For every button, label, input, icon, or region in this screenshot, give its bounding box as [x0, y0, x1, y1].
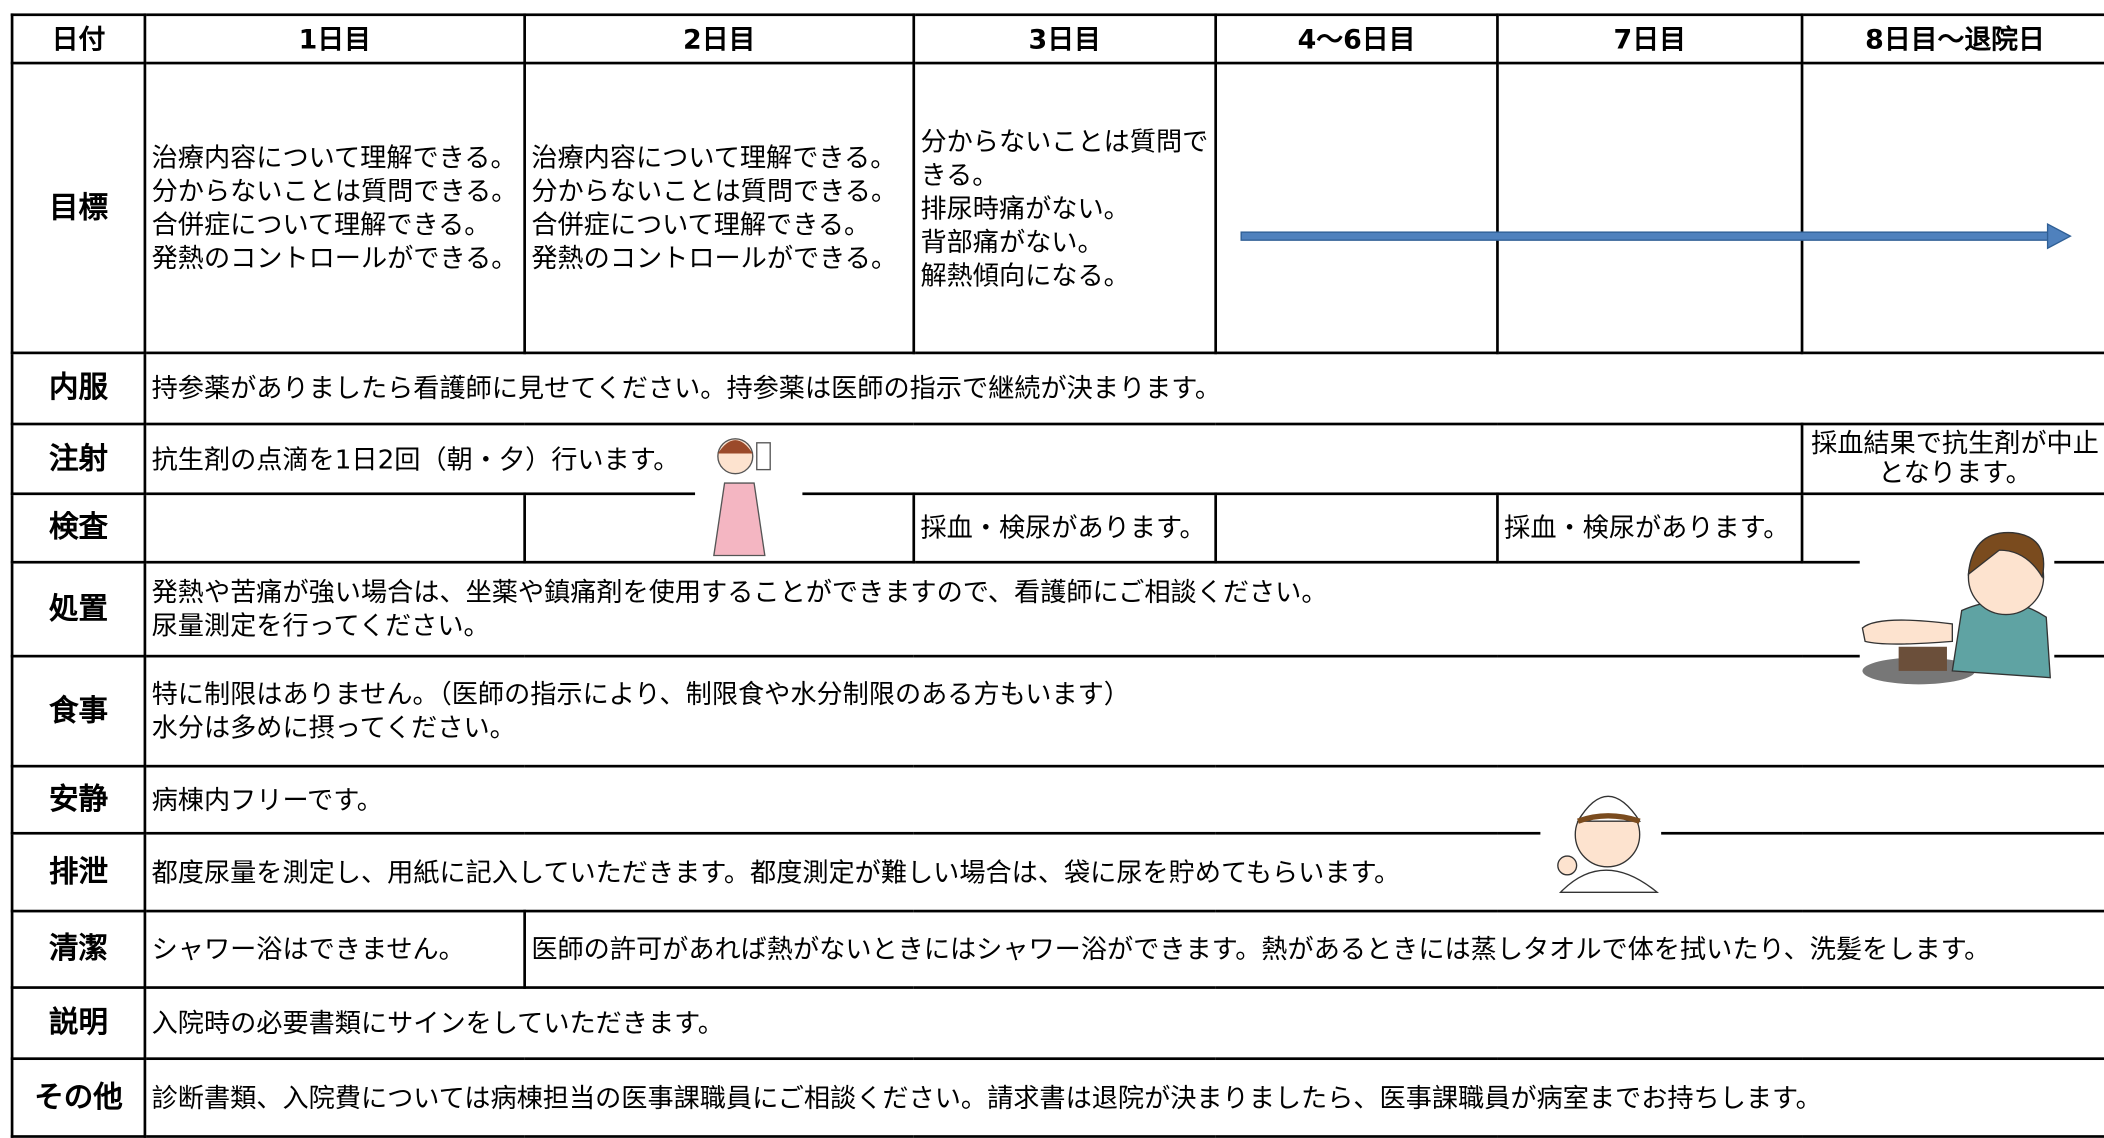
clinical-pathway-table: 日付 1日目 2日目 3日目 4〜6日目 7日目 8日目〜退院日 目標 治療内容… [10, 13, 2104, 1138]
line: 発熱のコントロールができる。 [531, 242, 898, 274]
cell: 抗生剤の点滴を1日2回（朝・夕）行います。 [143, 422, 1804, 496]
cell: 特に制限はありません。（医師の指示により、制限食や水分制限のある方もいます） 水分… [143, 654, 2104, 768]
line: 水分は多めに摂ってください。 [151, 712, 516, 744]
row-label: その他 [10, 1057, 147, 1138]
header-cell: 2日目 [523, 13, 916, 65]
row-label: 検査 [10, 492, 147, 564]
cell: 診断書類、入院費については病棟担当の医事課職員にご相談ください。請求書は退院が決… [143, 1057, 2104, 1138]
cell [1214, 492, 1499, 564]
row: 説明 入院時の必要書類にサインをしていただきます。 [10, 986, 2104, 1061]
line: 発熱や苦痛が強い場合は、坐薬や鎮痛剤を使用することができますので、看護師にご相談… [151, 576, 1328, 608]
row: 食事 特に制限はありません。（医師の指示により、制限食や水分制限のある方もいます… [10, 654, 2104, 768]
line: 治療内容について理解できる。 [151, 142, 517, 174]
cell [143, 492, 526, 564]
line: 排尿時痛がない。 [920, 192, 1130, 224]
cell: 分からないことは質問できる。 排尿時痛がない。 背部痛がない。 解熱傾向になる。 [912, 61, 1218, 355]
row-label: 内服 [10, 351, 147, 426]
row: 内服 持参薬がありましたら看護師に見せてください。持参薬は医師の指示で継続が決ま… [10, 351, 2104, 426]
line: 尿量測定を行ってください。 [151, 610, 490, 642]
row: 安静 病棟内フリーです。 [10, 764, 2104, 835]
cell: 治療内容について理解できる。 分からないことは質問できる。 合併症について理解できる… [143, 61, 526, 355]
cell [1496, 61, 1804, 355]
patient-illustration [1859, 523, 2055, 688]
row-label: 排泄 [10, 831, 147, 913]
row: 目標 治療内容について理解できる。 分からないことは質問できる。 合併症について理解… [10, 61, 2104, 355]
row: 処置 発熱や苦痛が強い場合は、坐薬や鎮痛剤を使用することができますので、看護師に… [10, 560, 2104, 658]
header-cell: 日付 [10, 13, 147, 65]
row-label: 安静 [10, 764, 147, 835]
nurse-illustration [695, 426, 803, 557]
cell: 医師の許可があれば熱がないときにはシャワー浴ができます。熱があるときには蒸しタオ… [523, 909, 2104, 989]
arrow [1240, 222, 2072, 250]
header-cell: 7日目 [1496, 13, 1804, 65]
cell [1800, 61, 2104, 355]
header-cell: 3日目 [912, 13, 1218, 65]
line: 特に制限はありません。（医師の指示により、制限食や水分制限のある方もいます） [151, 678, 1130, 710]
row: 注射 抗生剤の点滴を1日2回（朝・夕）行います。 採血結果で抗生剤が中止となりま… [10, 422, 2104, 496]
cell: 持参薬がありましたら看護師に見せてください。持参薬は医師の指示で継続が決まります… [143, 351, 2104, 426]
header-cell: 4〜6日目 [1214, 13, 1499, 65]
cell: 発熱や苦痛が強い場合は、坐薬や鎮痛剤を使用することができますので、看護師にご相談… [143, 560, 2104, 658]
header-row: 日付 1日目 2日目 3日目 4〜6日目 7日目 8日目〜退院日 [10, 13, 2104, 65]
nurse-face-illustration [1540, 780, 1662, 897]
line: 分からないことは質問できる。 [920, 125, 1209, 190]
header-cell: 1日目 [143, 13, 526, 65]
row: 清潔 シャワー浴はできません。 医師の許可があれば熱がないときにはシャワー浴がで… [10, 909, 2104, 989]
row: その他 診断書類、入院費については病棟担当の医事課職員にご相談ください。請求書は… [10, 1057, 2104, 1138]
cell: 入院時の必要書類にサインをしていただきます。 [143, 986, 2104, 1061]
cell: 病棟内フリーです。 [143, 764, 2104, 835]
row-label: 処置 [10, 560, 147, 658]
row-label: 清潔 [10, 909, 147, 989]
line: 分からないことは質問できる。 [151, 175, 518, 207]
cell: 採血結果で抗生剤が中止となります。 [1800, 422, 2104, 496]
cell: 採血・検尿があります。 [912, 492, 1218, 564]
line: 合併症について理解できる。 [151, 209, 491, 241]
line: 背部痛がない。 [920, 226, 1104, 257]
cell [1214, 61, 1499, 355]
row-label: 目標 [10, 61, 147, 355]
line: 合併症について理解できる。 [531, 209, 871, 241]
line: 治療内容について理解できる。 [531, 142, 897, 174]
row-label: 食事 [10, 654, 147, 768]
cell: 都度尿量を測定し、用紙に記入していただきます。都度測定が難しい場合は、袋に尿を貯… [143, 831, 2104, 913]
line: 発熱のコントロールができる。 [151, 242, 518, 274]
row-label: 説明 [10, 986, 147, 1061]
cell: 採血・検尿があります。 [1496, 492, 1804, 564]
cell: 治療内容について理解できる。 分からないことは質問できる。 合併症について理解できる… [523, 61, 916, 355]
header-cell: 8日目〜退院日 [1800, 13, 2104, 65]
line: 解熱傾向になる。 [920, 259, 1130, 291]
row-label: 注射 [10, 422, 147, 496]
cell: シャワー浴はできません。 [143, 909, 526, 989]
line: 分からないことは質問できる。 [531, 175, 898, 207]
row: 排泄 都度尿量を測定し、用紙に記入していただきます。都度測定が難しい場合は、袋に… [10, 831, 2104, 913]
